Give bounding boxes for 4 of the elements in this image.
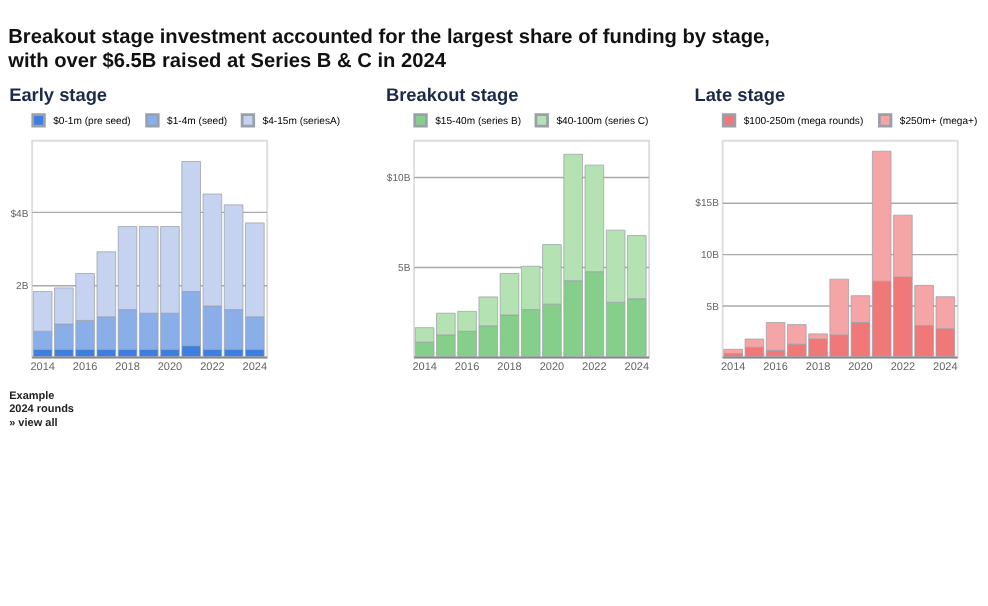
- text: Breakout stage investment accounted for the largest share of funding by stage, with over $6.5B raised at Series B & C in 2024: [6, 27, 771, 74]
- chart-title: Early stage: [9, 85, 108, 106]
- chart-title: Breakout stage: [385, 85, 519, 106]
- chart-title: Late stage: [694, 85, 786, 106]
